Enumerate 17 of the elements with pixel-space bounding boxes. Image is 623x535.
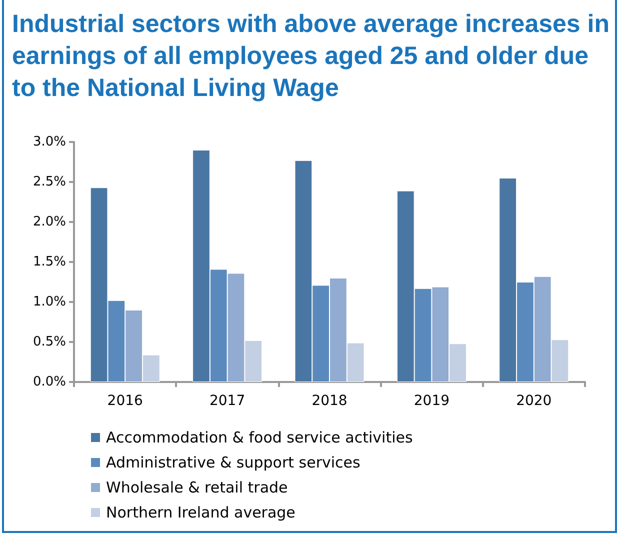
y-tick-label: 1.0%: [32, 294, 66, 310]
legend-label: Administrative & support services: [106, 454, 361, 472]
y-tick-label: 3.0%: [32, 134, 66, 150]
legend-label: Accommodation & food service activities: [106, 428, 413, 446]
x-tick-label: 2017: [209, 393, 246, 409]
y-tick-label: 2.0%: [32, 214, 66, 230]
y-tick-label: 0.0%: [32, 374, 66, 390]
y-tick-label: 2.5%: [32, 174, 66, 190]
x-tick-label: 2016: [107, 393, 143, 409]
legend-label: Wholesale & retail trade: [106, 478, 288, 496]
chart-title: Industrial sectors with above average increases in earnings of all employees aged 25 and older due to the National Living Wage: [12, 9, 610, 104]
y-tick-label: 1.5%: [32, 254, 66, 270]
y-tick-label: 0.5%: [32, 334, 66, 350]
x-tick-label: 2019: [414, 393, 450, 409]
legend-label: Northern Ireland average: [106, 504, 296, 522]
x-tick-label: 2020: [516, 393, 552, 409]
x-tick-label: 2018: [312, 393, 348, 409]
